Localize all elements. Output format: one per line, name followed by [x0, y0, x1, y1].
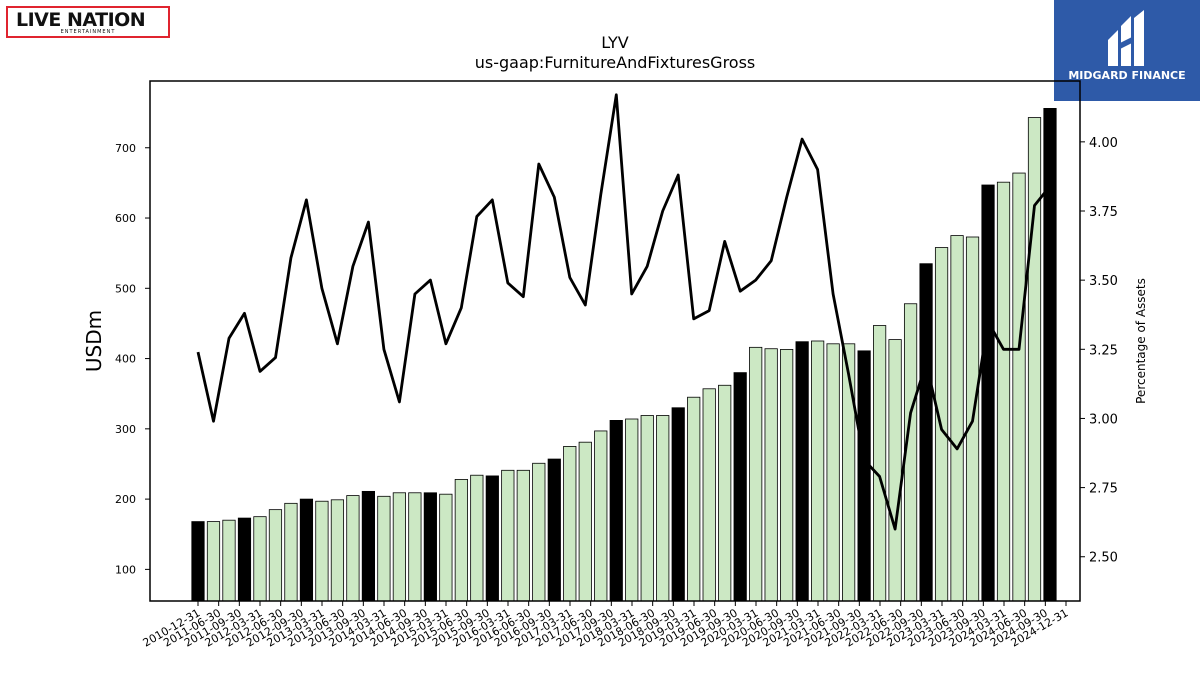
y2-tick-label: 3.25 [1089, 343, 1118, 358]
bar [1012, 172, 1026, 602]
y2-tick-label: 3.75 [1089, 205, 1118, 220]
bar [454, 479, 468, 602]
midgard-finance-mark-icon [1108, 10, 1144, 66]
bar [268, 509, 283, 602]
y-tick-label: 400 [115, 353, 136, 366]
chart-title: LYV [601, 33, 629, 52]
y2-tick-label: 3.50 [1089, 274, 1118, 289]
y-tick-label: 700 [115, 142, 136, 155]
live-nation-logo-subtext: ENTERTAINMENT [60, 29, 116, 35]
bar [501, 469, 515, 602]
bar [485, 475, 499, 602]
y2-tick-label: 2.50 [1089, 551, 1118, 566]
bar [702, 388, 716, 602]
bar [578, 441, 592, 602]
bar-series [191, 108, 1057, 602]
y-tick-label: 300 [115, 423, 136, 436]
bar [857, 350, 871, 602]
bar [950, 235, 964, 602]
bar [981, 184, 995, 602]
bar [346, 495, 360, 602]
bar [996, 181, 1011, 602]
x-axis: 2010-12-312011-06-302011-09-302012-03-31… [141, 601, 1071, 650]
live-nation-logo-text: LIVE NATION [16, 9, 146, 31]
bar [284, 502, 298, 602]
bar [733, 372, 747, 602]
y-tick-label: 500 [115, 282, 136, 295]
bar [671, 407, 685, 602]
bar [547, 458, 561, 602]
bar [392, 492, 406, 602]
bar [1043, 108, 1057, 602]
bar [222, 519, 236, 602]
bar [594, 430, 608, 602]
bar [625, 418, 639, 602]
bar [826, 343, 840, 602]
y2-axis-label: Percentage of Assets [1134, 278, 1148, 404]
bar [408, 492, 422, 602]
bar [919, 263, 933, 602]
bar [718, 384, 732, 602]
bar [315, 500, 329, 602]
bar [563, 446, 577, 602]
y2-tick-label: 4.00 [1089, 136, 1118, 151]
y2-tick-label: 2.75 [1089, 482, 1118, 497]
bar [191, 521, 205, 602]
bar [237, 517, 252, 602]
y-tick-label: 200 [115, 493, 136, 506]
bar [470, 474, 484, 602]
y-tick-label: 100 [115, 563, 136, 576]
chart-subtitle: us-gaap:FurnitureAndFixturesGross [475, 53, 756, 72]
y-axis-right: 2.50 2.75 3.00 3.25 3.50 3.75 4.00 [1080, 136, 1118, 566]
y-tick-label: 600 [115, 212, 136, 225]
bar [361, 490, 375, 602]
bar [749, 346, 763, 602]
bar [795, 341, 809, 602]
bar [811, 340, 825, 602]
bar [640, 415, 654, 602]
bar [687, 396, 701, 602]
bar [299, 498, 314, 602]
bar [842, 343, 856, 602]
bar [1027, 117, 1042, 602]
plot-frame [149, 80, 1081, 602]
line-series [196, 93, 1052, 531]
live-nation-logo: LIVE NATION ENTERTAINMENT [6, 6, 170, 38]
bar [873, 325, 887, 602]
bar [423, 492, 437, 602]
midgard-finance-logo-text: MIDGARD FINANCE [1068, 69, 1186, 82]
bar [656, 415, 670, 602]
line-series-path [196, 93, 1052, 531]
midgard-finance-logo: MIDGARD FINANCE [1054, 0, 1200, 101]
y-axis-label: USDm [82, 310, 106, 372]
bar [439, 493, 453, 602]
bar [516, 469, 530, 602]
bar [609, 420, 623, 602]
bar [764, 348, 778, 602]
y-axis-left: 100 200 300 400 500 600 700 [115, 142, 150, 576]
bar [253, 516, 267, 602]
bar [377, 495, 391, 602]
y2-tick-label: 3.00 [1089, 412, 1118, 427]
bar [780, 349, 794, 602]
bar [206, 521, 221, 602]
bar [330, 499, 345, 602]
bar [888, 339, 902, 602]
bar [532, 462, 546, 602]
